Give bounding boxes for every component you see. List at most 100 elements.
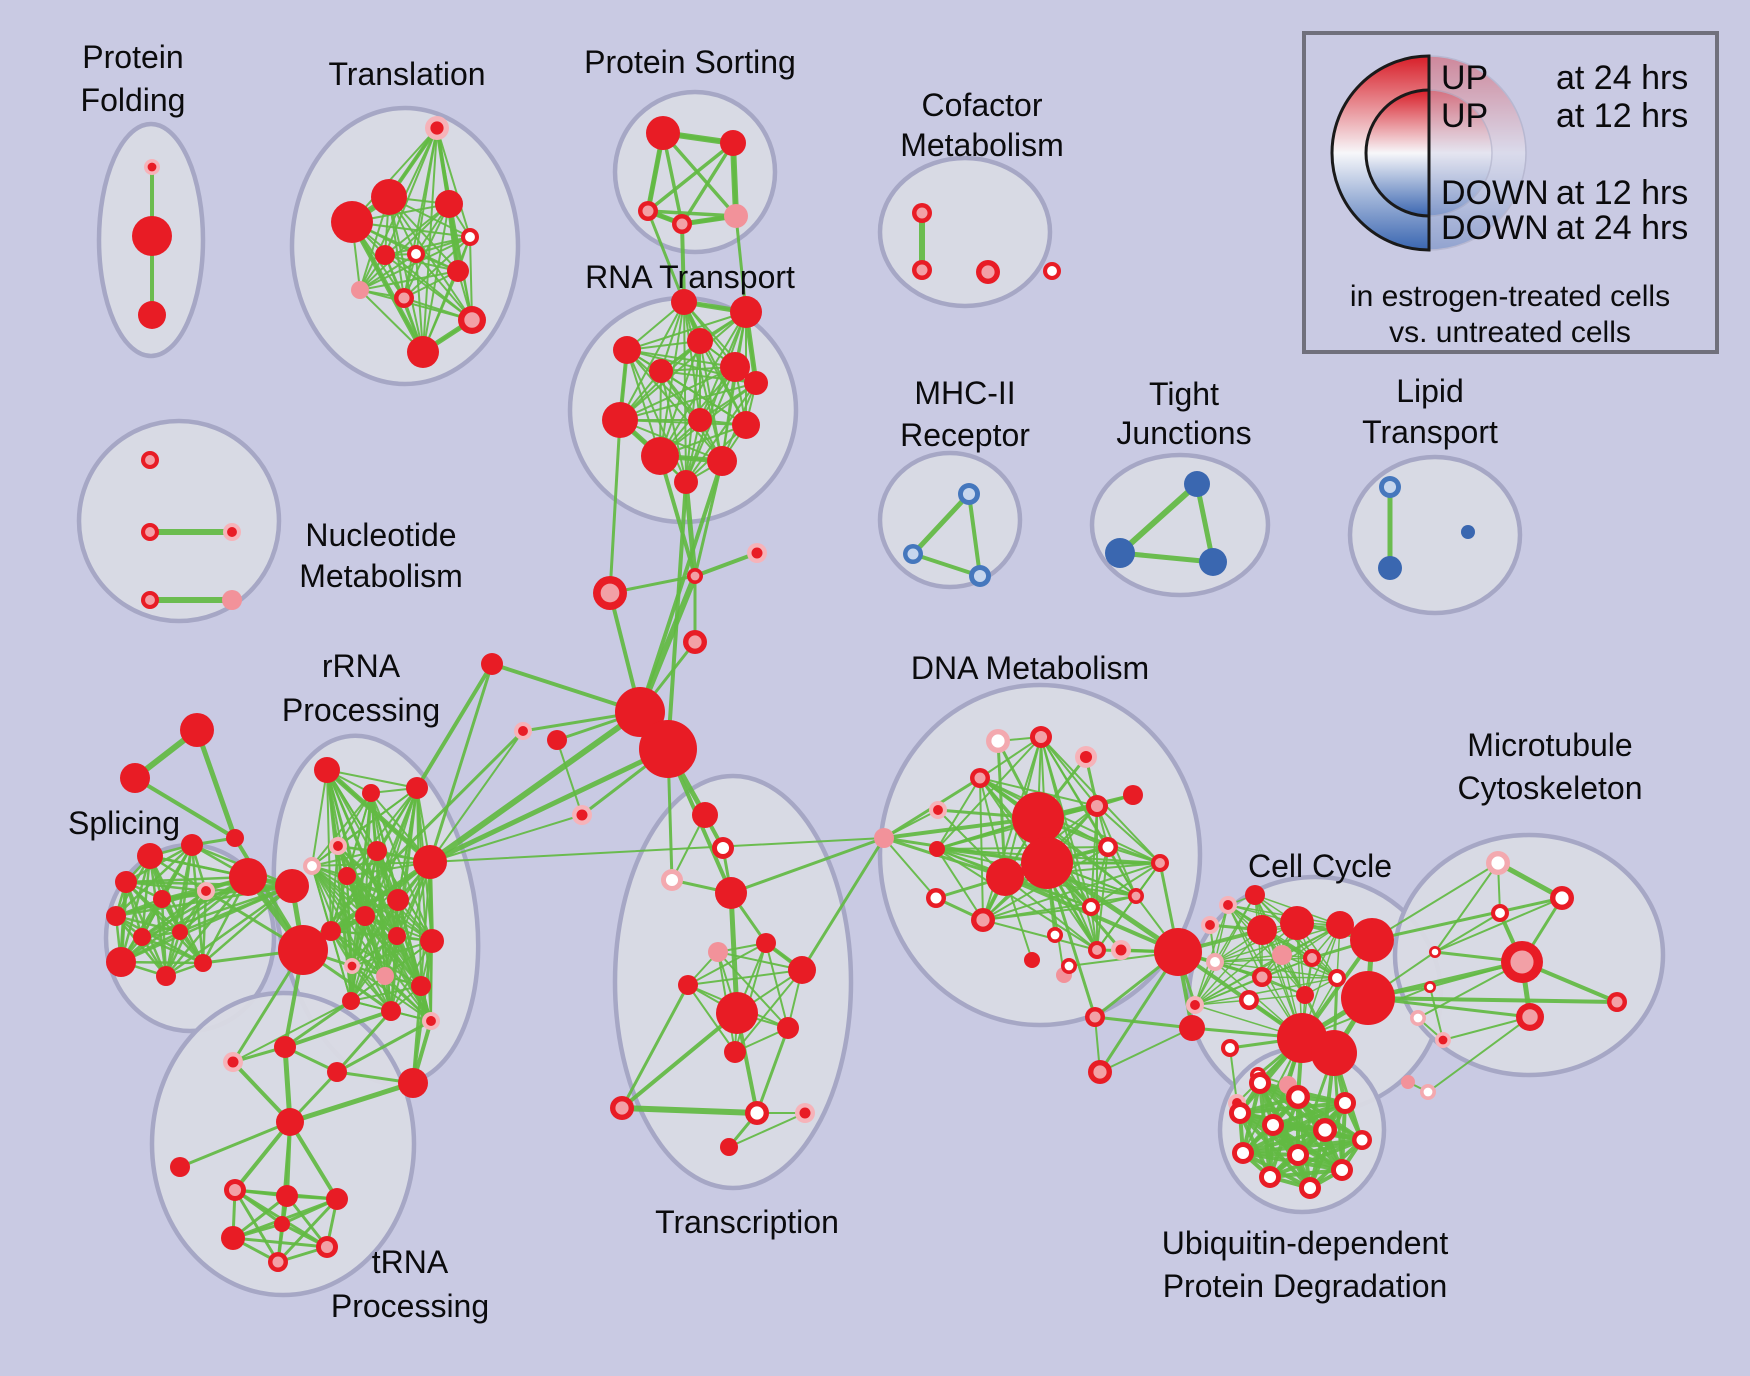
network-node[interactable] (1105, 538, 1135, 568)
network-node[interactable] (1461, 525, 1475, 539)
network-node[interactable] (1184, 471, 1210, 497)
network-node[interactable] (407, 336, 439, 368)
network-node[interactable] (1311, 1030, 1357, 1076)
network-node[interactable] (649, 359, 673, 383)
network-node[interactable] (1199, 548, 1227, 576)
network-node[interactable] (138, 301, 166, 329)
network-node[interactable] (641, 437, 679, 475)
network-node[interactable] (351, 281, 369, 299)
network-node[interactable] (156, 966, 176, 986)
network-node[interactable] (406, 777, 428, 799)
network-node[interactable] (413, 845, 447, 879)
network-node[interactable] (275, 869, 309, 903)
network-node[interactable] (1378, 556, 1402, 580)
network-node[interactable] (388, 927, 406, 945)
network-node[interactable] (170, 1157, 190, 1177)
network-node[interactable] (276, 1185, 298, 1207)
network-node[interactable] (674, 470, 698, 494)
network-node[interactable] (1245, 885, 1265, 905)
network-node[interactable] (1272, 945, 1292, 965)
network-node[interactable] (137, 843, 163, 869)
network-node[interactable] (106, 906, 126, 926)
network-node[interactable] (1247, 915, 1277, 945)
network-node[interactable] (720, 352, 750, 382)
network-node[interactable] (986, 858, 1024, 896)
network-node[interactable] (222, 590, 242, 610)
network-node[interactable] (229, 858, 267, 896)
network-node[interactable] (639, 720, 697, 778)
network-node[interactable] (331, 201, 373, 243)
network-node[interactable] (132, 216, 172, 256)
network-node[interactable] (708, 942, 728, 962)
network-node[interactable] (707, 446, 737, 476)
network-node[interactable] (720, 1138, 738, 1156)
network-node[interactable] (194, 954, 212, 972)
network-node[interactable] (1341, 971, 1395, 1025)
network-node[interactable] (342, 992, 360, 1010)
network-node[interactable] (115, 871, 137, 893)
network-node[interactable] (1179, 1015, 1205, 1041)
network-node[interactable] (371, 179, 407, 215)
network-node[interactable] (274, 1036, 296, 1058)
network-node[interactable] (120, 763, 150, 793)
network-node[interactable] (715, 877, 747, 909)
network-node[interactable] (547, 730, 567, 750)
network-node[interactable] (435, 190, 463, 218)
network-node[interactable] (278, 925, 328, 975)
network-node[interactable] (788, 956, 816, 984)
network-node[interactable] (481, 653, 503, 675)
network-node[interactable] (720, 130, 746, 156)
network-node[interactable] (338, 867, 356, 885)
network-node[interactable] (1280, 906, 1314, 940)
network-node[interactable] (274, 1216, 290, 1232)
network-node[interactable] (226, 829, 244, 847)
network-node[interactable] (929, 841, 945, 857)
network-node[interactable] (420, 929, 444, 953)
network-node[interactable] (1024, 952, 1040, 968)
network-node[interactable] (327, 1062, 347, 1082)
network-node[interactable] (367, 841, 387, 861)
network-node[interactable] (326, 1188, 348, 1210)
network-node[interactable] (221, 1226, 245, 1250)
network-node[interactable] (730, 296, 762, 328)
network-node[interactable] (411, 976, 431, 996)
network-node[interactable] (1326, 911, 1354, 939)
network-node[interactable] (602, 402, 638, 438)
network-node[interactable] (375, 245, 395, 265)
network-node[interactable] (724, 204, 748, 228)
network-node[interactable] (646, 116, 680, 150)
network-node[interactable] (1154, 928, 1202, 976)
network-node[interactable] (613, 336, 641, 364)
network-node[interactable] (1123, 785, 1143, 805)
network-node[interactable] (678, 975, 698, 995)
network-node[interactable] (1021, 837, 1073, 889)
network-node[interactable] (1401, 1075, 1415, 1089)
network-node[interactable] (1296, 986, 1314, 1004)
network-node[interactable] (1350, 918, 1394, 962)
network-node[interactable] (355, 906, 375, 926)
network-node[interactable] (362, 784, 380, 802)
network-node[interactable] (724, 1041, 746, 1063)
network-node[interactable] (376, 967, 394, 985)
network-node[interactable] (181, 834, 203, 856)
network-node[interactable] (1012, 792, 1064, 844)
network-node[interactable] (447, 260, 469, 282)
network-node[interactable] (153, 890, 171, 908)
network-node[interactable] (133, 928, 151, 946)
network-node[interactable] (321, 921, 341, 941)
network-node[interactable] (106, 947, 136, 977)
network-node[interactable] (172, 924, 188, 940)
network-node[interactable] (688, 408, 712, 432)
network-node[interactable] (744, 371, 768, 395)
network-node[interactable] (732, 411, 760, 439)
network-node[interactable] (671, 289, 697, 315)
network-node[interactable] (276, 1108, 304, 1136)
network-node[interactable] (398, 1068, 428, 1098)
network-node[interactable] (381, 1001, 401, 1021)
network-node[interactable] (687, 328, 713, 354)
network-node[interactable] (777, 1017, 799, 1039)
network-node[interactable] (692, 802, 718, 828)
network-node[interactable] (180, 713, 214, 747)
network-node[interactable] (716, 992, 758, 1034)
network-node[interactable] (314, 757, 340, 783)
